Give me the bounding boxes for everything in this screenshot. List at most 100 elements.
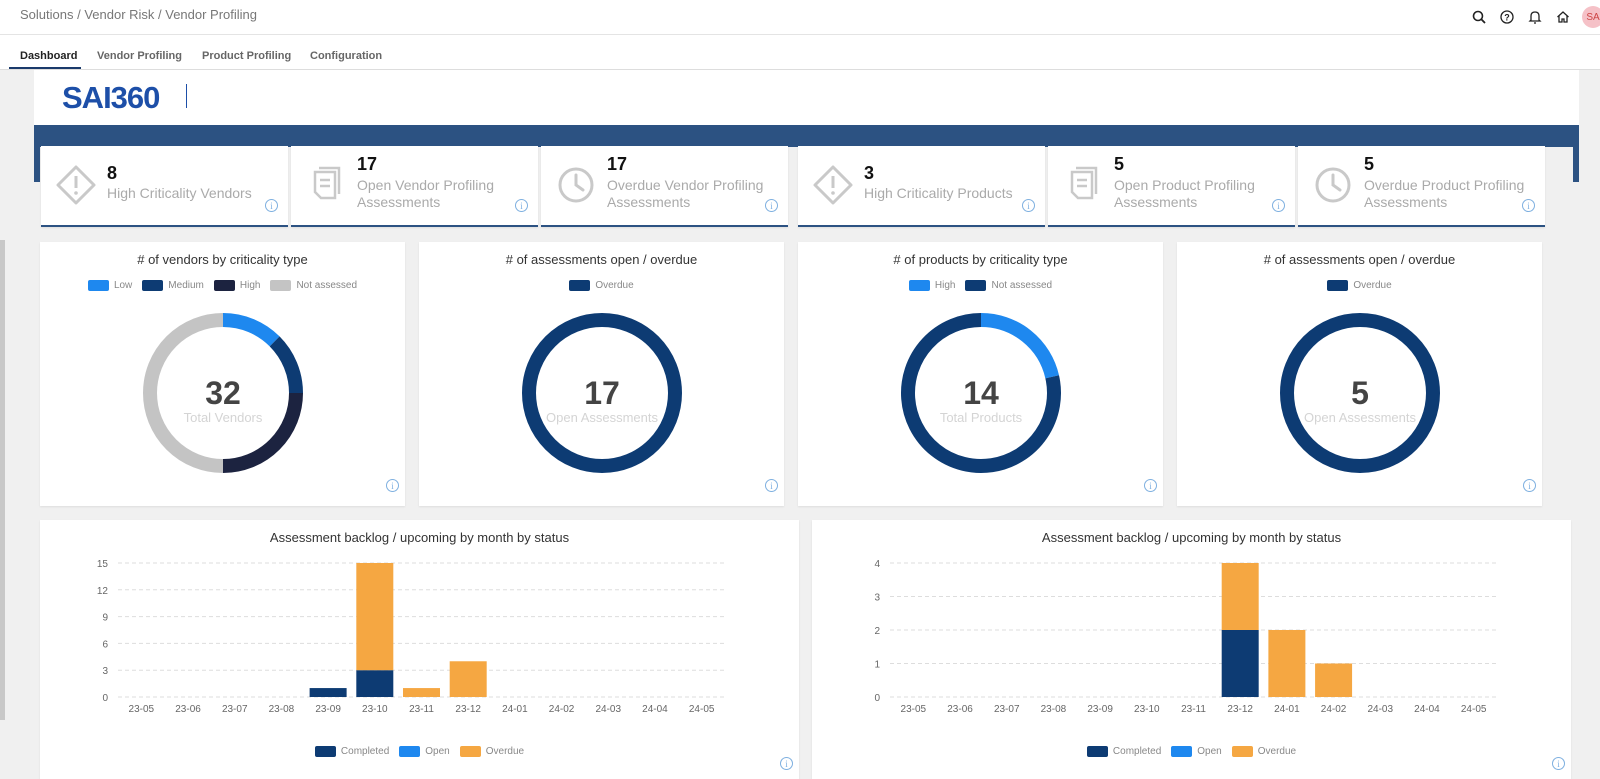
- legend-label: Low: [113, 280, 133, 291]
- info-icon[interactable]: i: [765, 199, 778, 212]
- legend-swatch: [213, 280, 235, 291]
- legend-item[interactable]: Overdue: [1327, 280, 1392, 291]
- banner-edge-left: [34, 147, 40, 182]
- chart-title: # of products by criticality type: [893, 252, 1068, 267]
- legend-item[interactable]: Not assessed: [965, 280, 1052, 291]
- clock-icon: [1312, 164, 1354, 206]
- x-tick-label: 23-08: [269, 704, 295, 715]
- search-icon[interactable]: [1470, 8, 1488, 26]
- legend-item[interactable]: Medium: [142, 280, 204, 291]
- info-icon[interactable]: i: [780, 757, 793, 770]
- y-tick-label: 3: [102, 666, 108, 677]
- kpi-value: 17: [607, 154, 628, 174]
- legend-swatch: [314, 746, 336, 757]
- kpi-value: 3: [864, 163, 875, 183]
- info-icon[interactable]: i: [1552, 757, 1565, 770]
- legend-item[interactable]: Overdue: [569, 280, 634, 291]
- tab-dashboard[interactable]: Dashboard: [20, 50, 78, 62]
- bell-icon[interactable]: [1526, 8, 1544, 26]
- legend-label: Overdue: [1353, 280, 1392, 291]
- y-tick-label: 0: [874, 693, 880, 704]
- info-icon[interactable]: i: [1144, 479, 1157, 492]
- info-icon[interactable]: i: [1022, 199, 1035, 212]
- legend-label: High: [934, 280, 956, 291]
- x-tick-label: 23-12: [455, 704, 481, 715]
- kpi-card[interactable]: 3 High Criticality Products i: [798, 146, 1045, 227]
- y-tick-label: 1: [874, 660, 880, 671]
- x-tick-label: 23-10: [362, 704, 388, 715]
- bar-chart: 0 3 6 9 12 15 23-05 23-06 23-07 23-08 23-09 23-10 23…: [97, 559, 725, 715]
- y-tick-label: 2: [874, 626, 880, 637]
- y-tick-label: 0: [102, 693, 108, 704]
- chart-title: Assessment backlog / upcoming by month b…: [1041, 530, 1342, 545]
- info-icon[interactable]: i: [1272, 199, 1285, 212]
- tab-bar: Dashboard Vendor Profiling Product Profi…: [0, 35, 1600, 70]
- avatar[interactable]: SA: [1582, 6, 1600, 28]
- legend-item[interactable]: Open: [399, 746, 450, 757]
- kpi-label: Open Product Profiling Assessments: [1114, 177, 1255, 210]
- bar-chart: 0 1 2 3 4 23-05 23-06 23-07 23-08 23-09 23-10 23-11…: [874, 559, 1497, 715]
- chart-legend: Completed Open Overdue: [40, 746, 799, 757]
- x-tick-label: 24-05: [689, 704, 715, 715]
- kpi-card[interactable]: 5 Overdue Product Profiling Assessments i: [1298, 146, 1545, 227]
- legend-label: Not assessed: [991, 280, 1053, 291]
- info-icon[interactable]: i: [1522, 199, 1535, 212]
- chart-legend: Overdue: [419, 280, 784, 291]
- x-tick-label: 24-03: [595, 704, 621, 715]
- kpi-label: Overdue Vendor Profiling Assessments: [607, 177, 764, 210]
- legend-item[interactable]: Open: [1171, 746, 1222, 757]
- tab-vendor-profiling[interactable]: Vendor Profiling: [97, 50, 182, 62]
- kpi-value: 5: [1364, 154, 1375, 174]
- help-icon[interactable]: ?: [1498, 8, 1516, 26]
- donut-center-label: Total Vendors: [184, 410, 263, 425]
- legend-label: Medium: [168, 280, 204, 291]
- legend-item[interactable]: Not assessed: [270, 280, 357, 291]
- kpi-card[interactable]: 8 High Criticality Vendors i: [41, 146, 288, 227]
- bar-segment: [309, 688, 347, 697]
- donut-card: # of assessments open / overdue Overdue 17…: [419, 242, 784, 506]
- legend-item[interactable]: Completed: [314, 746, 389, 757]
- donut-slice: [269, 336, 303, 394]
- info-icon[interactable]: i: [515, 199, 528, 212]
- donut-center-value: 14: [963, 375, 999, 411]
- info-icon[interactable]: i: [1523, 479, 1536, 492]
- legend-item[interactable]: Overdue: [459, 746, 524, 757]
- legend-item[interactable]: Low: [87, 280, 133, 291]
- x-tick-label: 23-06: [175, 704, 201, 715]
- legend-item[interactable]: Overdue: [1231, 746, 1297, 757]
- kpi-card[interactable]: 17 Overdue Vendor Profiling Assessments i: [541, 146, 788, 227]
- top-bar: Solutions / Vendor Risk / Vendor Profili…: [0, 0, 1600, 35]
- legend-swatch: [270, 280, 292, 291]
- kpi-card[interactable]: 17 Open Vendor Profiling Assessments i: [291, 146, 538, 227]
- tab-configuration[interactable]: Configuration: [310, 50, 383, 62]
- legend-item[interactable]: Completed: [1086, 746, 1161, 757]
- info-icon[interactable]: i: [386, 479, 399, 492]
- legend-swatch: [87, 280, 109, 291]
- legend-item[interactable]: High: [908, 280, 956, 291]
- donut-slice: [980, 313, 1059, 379]
- banner-edge-right: [1573, 147, 1579, 182]
- legend-swatch: [142, 280, 164, 291]
- x-tick-label: 24-02: [549, 704, 575, 715]
- donut-center-value: 5: [1351, 375, 1369, 411]
- info-icon[interactable]: i: [265, 199, 278, 212]
- kpi-value: 8: [107, 163, 118, 183]
- x-tick-label: 23-12: [1227, 704, 1253, 715]
- legend-item[interactable]: High: [213, 280, 260, 291]
- legend-label: Overdue: [1257, 746, 1297, 757]
- y-tick-label: 3: [874, 593, 880, 604]
- document-stack-icon: [1062, 164, 1104, 206]
- home-icon[interactable]: [1554, 8, 1572, 26]
- kpi-card[interactable]: 5 Open Product Profiling Assessments i: [1048, 146, 1295, 227]
- left-scrollbar[interactable]: [0, 240, 5, 720]
- kpi-value: 5: [1114, 154, 1125, 174]
- donut-card: # of vendors by criticality type Low Mediu…: [40, 242, 405, 506]
- legend-swatch: [1231, 746, 1253, 757]
- kpi-label: Open Vendor Profiling Assessments: [357, 177, 494, 210]
- info-icon[interactable]: i: [765, 479, 778, 492]
- bar-segment: [1221, 563, 1259, 630]
- donut-slice: [1280, 313, 1440, 473]
- donut-slice: [901, 313, 1061, 473]
- tab-product-profiling[interactable]: Product Profiling: [202, 50, 292, 62]
